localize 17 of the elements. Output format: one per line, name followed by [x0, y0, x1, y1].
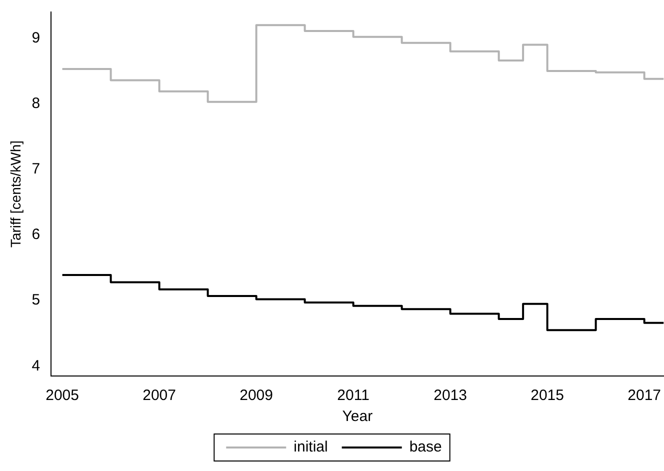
x-axis-title: Year [342, 408, 373, 426]
legend-label: initial [294, 438, 328, 456]
y-tick-label: 7 [32, 160, 40, 178]
y-tick-label: 8 [32, 94, 40, 112]
y-tick-label: 5 [32, 292, 40, 309]
y-axis-title: Tariff [cents/kWh] [7, 140, 24, 248]
x-tick-label: 2007 [142, 387, 176, 404]
x-tick-label: 2015 [530, 387, 564, 404]
x-tick-label: 2017 [628, 387, 662, 404]
x-tick-label: 2005 [46, 387, 79, 404]
x-tick-label: 2009 [240, 387, 273, 404]
x-tick-label: 2011 [337, 387, 370, 404]
x-tick-label: 2013 [434, 387, 467, 404]
y-tick-label: 9 [32, 29, 40, 46]
y-tick-label: 6 [32, 226, 40, 244]
y-tick-label: 4 [32, 357, 40, 374]
legend-label: base [409, 438, 442, 456]
